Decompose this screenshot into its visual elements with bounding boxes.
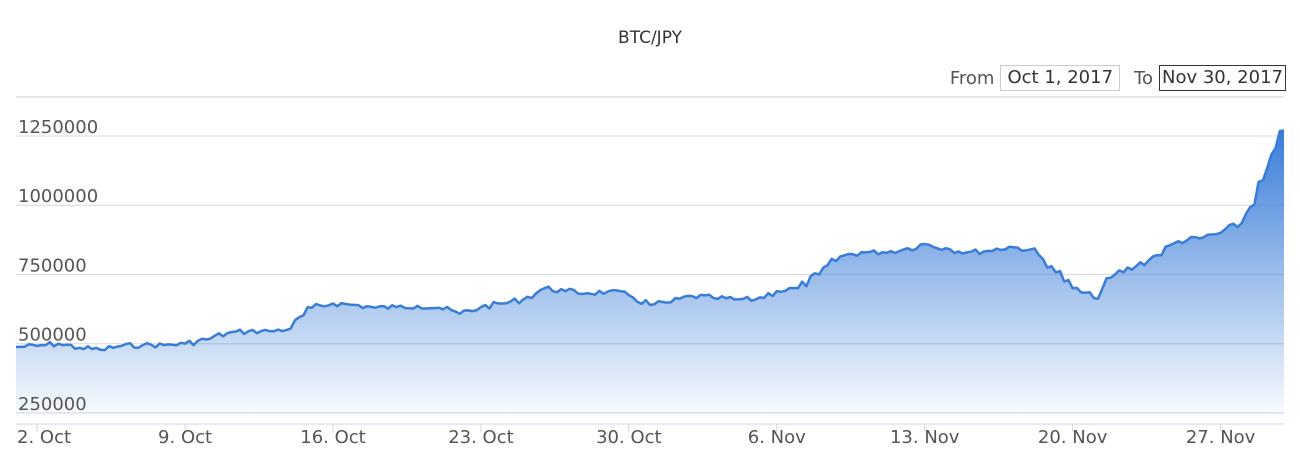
range-from-label: From <box>949 67 995 89</box>
chart-title: BTC/JPY <box>618 28 682 48</box>
y-tick-label: 750000 <box>18 255 87 276</box>
x-tick-label: 6. Nov <box>748 427 806 448</box>
x-tick-label: 13. Nov <box>890 427 960 448</box>
y-tick-label: 250000 <box>18 394 87 415</box>
y-tick-label: 1000000 <box>18 186 98 207</box>
y-tick-label: 1250000 <box>18 117 98 138</box>
x-tick-label: 9. Oct <box>158 427 212 448</box>
y-axis-labels: 250000 500000 750000 1000000 1250000 <box>18 117 98 415</box>
range-selector: From Oct 1, 2017 To Nov 30, 2017 <box>950 65 1286 91</box>
range-to-input[interactable]: Nov 30, 2017 <box>1158 65 1286 91</box>
range-from-input[interactable]: Oct 1, 2017 <box>1000 65 1121 91</box>
x-tick-label: 30. Oct <box>596 427 661 448</box>
range-to-label: To <box>1134 67 1153 89</box>
x-tick-label: 23. Oct <box>448 427 513 448</box>
x-tick-label: 27. Nov <box>1186 427 1256 448</box>
x-tick-label: 16. Oct <box>300 427 365 448</box>
series-area <box>16 130 1284 424</box>
x-tick-label: 2. Oct <box>17 427 71 448</box>
x-axis-labels: 2. Oct 9. Oct 16. Oct 23. Oct 30. Oct 6. Nov 1… <box>17 424 1256 448</box>
y-tick-label: 500000 <box>18 325 87 346</box>
series-line <box>15 129 1285 352</box>
x-tick-label: 20. Nov <box>1038 427 1108 448</box>
